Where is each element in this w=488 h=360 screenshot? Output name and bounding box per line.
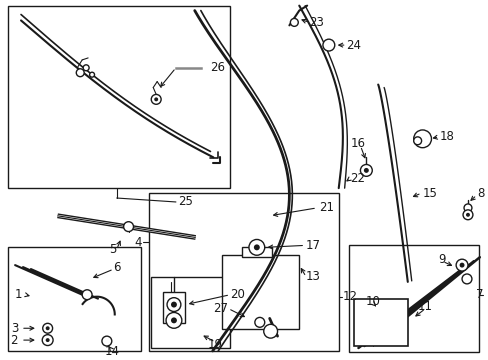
Text: 25: 25 <box>178 195 193 208</box>
Circle shape <box>363 168 368 173</box>
Circle shape <box>166 312 182 328</box>
Circle shape <box>123 222 133 231</box>
Text: 2: 2 <box>11 334 18 347</box>
Text: 26: 26 <box>210 61 225 74</box>
Text: 7: 7 <box>475 288 483 301</box>
Text: 12: 12 <box>342 290 357 303</box>
Circle shape <box>322 39 334 51</box>
Text: 16: 16 <box>350 137 365 150</box>
Circle shape <box>154 98 158 101</box>
Text: 22: 22 <box>350 172 365 185</box>
Circle shape <box>89 72 94 77</box>
Text: 20: 20 <box>230 288 244 301</box>
Text: 3: 3 <box>11 322 18 335</box>
Circle shape <box>462 210 472 220</box>
Circle shape <box>455 259 467 271</box>
Circle shape <box>465 213 469 217</box>
Circle shape <box>42 335 53 346</box>
Text: 4: 4 <box>134 236 141 249</box>
Text: 17: 17 <box>305 239 321 252</box>
Circle shape <box>413 130 430 148</box>
Circle shape <box>171 318 177 323</box>
Text: 6: 6 <box>113 261 120 274</box>
Circle shape <box>248 239 264 255</box>
Bar <box>151 277 230 348</box>
Text: 13: 13 <box>305 270 321 283</box>
Circle shape <box>290 18 298 26</box>
Circle shape <box>167 298 181 311</box>
Circle shape <box>360 165 371 176</box>
Bar <box>222 255 299 329</box>
Circle shape <box>253 244 259 250</box>
Text: 11: 11 <box>417 300 432 313</box>
Bar <box>348 246 478 352</box>
Circle shape <box>82 290 92 300</box>
Circle shape <box>463 204 471 212</box>
Bar <box>163 292 184 323</box>
Text: 27: 27 <box>213 302 228 315</box>
Circle shape <box>171 302 177 307</box>
Bar <box>353 299 407 346</box>
Text: 15: 15 <box>422 186 437 199</box>
Circle shape <box>76 69 84 77</box>
Circle shape <box>459 263 464 267</box>
Bar <box>149 193 338 351</box>
Text: 14: 14 <box>104 346 119 359</box>
Text: 8: 8 <box>476 186 483 199</box>
Text: 9: 9 <box>438 253 445 266</box>
Text: 1: 1 <box>14 288 22 301</box>
Text: 21: 21 <box>318 201 333 215</box>
Text: 10: 10 <box>365 295 380 308</box>
Circle shape <box>263 324 277 338</box>
Circle shape <box>461 274 471 284</box>
Bar <box>242 247 271 257</box>
Bar <box>8 6 230 188</box>
Circle shape <box>45 326 50 330</box>
Text: 18: 18 <box>438 130 453 143</box>
Circle shape <box>45 338 50 342</box>
Text: 19: 19 <box>207 338 223 351</box>
Bar <box>8 247 141 351</box>
Circle shape <box>83 65 89 71</box>
Circle shape <box>42 323 53 333</box>
Text: 23: 23 <box>308 16 324 29</box>
Circle shape <box>254 318 264 327</box>
Circle shape <box>102 336 112 346</box>
Text: 5: 5 <box>109 243 117 256</box>
Circle shape <box>413 137 421 145</box>
Text: 24: 24 <box>346 39 361 51</box>
Circle shape <box>151 94 161 104</box>
